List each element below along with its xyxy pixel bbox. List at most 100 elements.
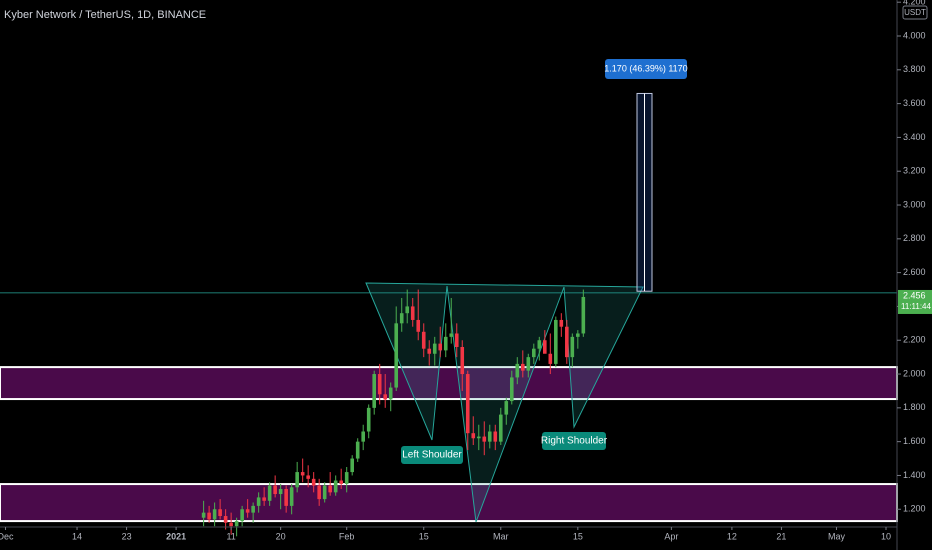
candle-body: [284, 488, 288, 506]
candle-body: [443, 336, 448, 351]
candle-body: [476, 436, 481, 439]
candle-body: [531, 348, 536, 358]
candle-body: [366, 407, 371, 432]
candle-body: [218, 509, 222, 517]
candle-body: [416, 319, 421, 332]
candle-body: [565, 326, 569, 358]
y-tick-label: 2.800: [903, 233, 926, 243]
x-tick-label: 14: [72, 531, 82, 541]
candle-body: [432, 343, 437, 354]
candle-body: [493, 431, 498, 442]
x-tick-label: 15: [573, 531, 583, 541]
last-price: 2.456: [903, 290, 926, 300]
candle-body: [234, 521, 239, 527]
candle-body: [295, 472, 299, 488]
candle-body: [515, 363, 520, 378]
last-price-box: [898, 289, 932, 314]
candle-body: [520, 363, 525, 371]
candle-body: [383, 394, 388, 400]
candle-body: [399, 313, 404, 324]
candle-body: [509, 377, 514, 402]
candle-body: [262, 497, 266, 501]
y-tick-label: 2.000: [903, 368, 926, 378]
candle-body: [256, 497, 261, 506]
candle-body: [322, 485, 327, 500]
y-tick-label: 3.600: [903, 98, 926, 108]
chart-title: Kyber Network / TetherUS, 1D, BINANCE: [4, 9, 206, 21]
candle-body: [229, 522, 233, 527]
candle-body: [581, 296, 586, 334]
candle-body: [427, 348, 432, 354]
zone: [0, 483, 898, 523]
x-tick-label: 2021: [166, 531, 186, 541]
y-tick-label: 2.200: [903, 335, 926, 345]
candle-body: [328, 485, 332, 493]
x-tick-label: Feb: [339, 531, 355, 541]
candle-body: [245, 509, 250, 513]
candle-body: [498, 414, 503, 442]
candle-body: [421, 331, 426, 349]
candle-body: [526, 357, 531, 371]
candle-body: [449, 333, 454, 337]
candle-body: [267, 485, 272, 501]
candle-body: [394, 323, 399, 388]
candle-body: [306, 475, 310, 479]
candle-body: [273, 485, 277, 495]
candle-body: [570, 336, 575, 358]
candle-body: [350, 458, 354, 473]
candle-body: [465, 374, 470, 434]
candle-body: [410, 306, 415, 320]
candle-body: [278, 488, 283, 495]
candle-body: [537, 340, 542, 349]
candle-body: [207, 512, 211, 520]
candle-body: [201, 512, 206, 518]
candle-body: [289, 487, 294, 506]
y-tick-label: 4.000: [903, 30, 926, 40]
candle-body: [438, 343, 443, 351]
candle-body: [333, 480, 338, 493]
candle-body: [372, 374, 377, 408]
candle-body: [388, 387, 393, 400]
x-tick-label: 15: [419, 531, 429, 541]
y-tick-label: 1.200: [903, 504, 926, 514]
y-tick-label: 3.000: [903, 199, 926, 209]
y-tick-label: 1.400: [903, 470, 926, 480]
candle-body: [543, 340, 547, 354]
x-tick-label: 23: [122, 531, 132, 541]
candle-body: [361, 431, 366, 442]
candle-body: [344, 472, 349, 484]
x-tick-label: Dec: [0, 531, 14, 541]
y-tick-label: 4.200: [903, 0, 926, 7]
currency-box: [902, 5, 928, 20]
candle-body: [504, 401, 509, 415]
measure-label: 1.170 (46.39%) 1170: [604, 63, 687, 73]
candle-body: [240, 509, 244, 522]
x-tick-label: 10: [881, 531, 891, 541]
y-tick-label: 1.600: [903, 436, 926, 446]
annotation-box: [401, 446, 463, 464]
y-tick-label: 1.800: [903, 402, 926, 412]
countdown: 11:11:44: [901, 302, 932, 311]
x-tick-label: Mar: [493, 531, 509, 541]
x-tick-label: 21: [776, 531, 786, 541]
candle-body: [377, 374, 382, 395]
candle-body: [311, 478, 316, 486]
measure-label-box: [605, 59, 687, 79]
candle-body: [460, 346, 465, 375]
y-tick-label: 3.200: [903, 166, 926, 176]
candle-body: [454, 333, 459, 347]
candle-body: [339, 480, 343, 484]
x-tick-label: 20: [276, 531, 286, 541]
x-tick-label: May: [828, 531, 846, 541]
candle-body: [471, 433, 476, 439]
candle-body: [482, 436, 487, 442]
candle-body: [355, 441, 360, 459]
candle-body: [223, 516, 228, 523]
candle-body: [300, 472, 305, 476]
x-tick-label: Apr: [664, 531, 678, 541]
y-tick-label: 3.800: [903, 64, 926, 74]
y-tick-label: 3.400: [903, 132, 926, 142]
x-tick-label: 12: [727, 531, 737, 541]
